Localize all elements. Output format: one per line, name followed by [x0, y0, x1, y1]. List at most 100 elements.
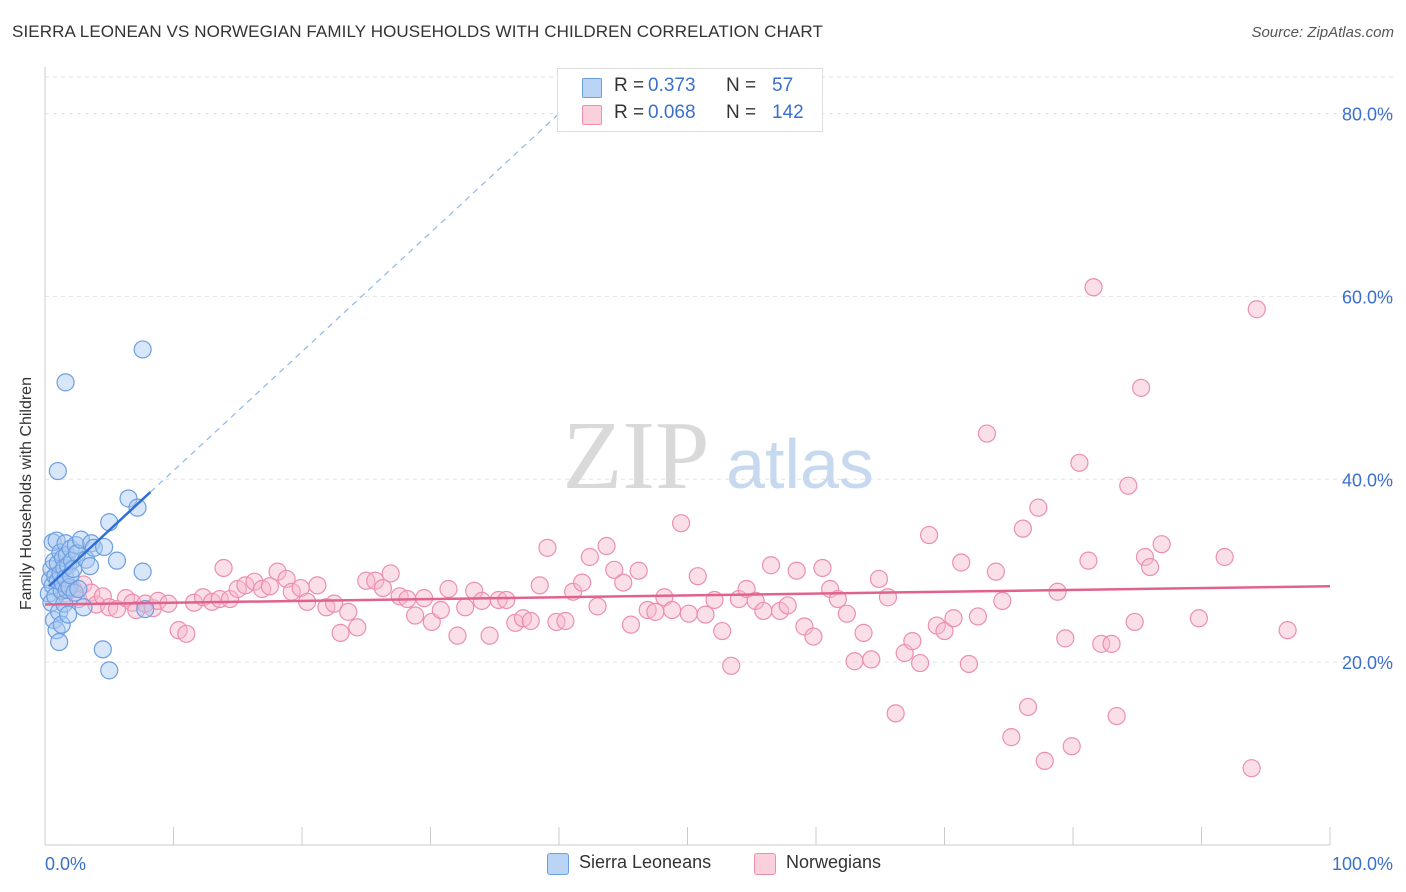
norwegian-point: [1135, 547, 1155, 567]
sierra-leonean-point: [74, 598, 93, 617]
norwegian-point: [761, 556, 781, 575]
legend-r-key: R =: [614, 75, 645, 96]
axes: [44, 67, 1331, 846]
sierra-leonean-point: [95, 537, 114, 557]
norwegian-point: [1029, 498, 1048, 517]
norwegian-point: [713, 621, 732, 641]
norwegian-point: [837, 604, 856, 623]
norwegian-point: [845, 652, 864, 671]
norwegian-point: [530, 576, 549, 595]
norwegian-point: [497, 590, 516, 610]
norwegian-point: [405, 606, 425, 625]
norwegian-point: [919, 525, 939, 545]
norwegian-point: [778, 596, 797, 615]
norwegian-point: [813, 558, 832, 578]
norwegian-point: [308, 576, 327, 595]
y-tick-label: 20.0%: [1342, 653, 1393, 673]
legend-swatch-pink: [754, 853, 776, 875]
norwegian-point: [605, 560, 624, 579]
legend-n-value: 142: [772, 102, 804, 123]
norwegian-point: [869, 569, 889, 589]
sierra-leonean-point: [59, 605, 78, 624]
norwegian-point: [910, 653, 930, 673]
norwegian-point: [679, 604, 698, 623]
norwegian-point: [787, 561, 806, 580]
sierra-leonean-point: [128, 498, 147, 517]
norwegian-point: [521, 611, 540, 631]
norwegian-point: [348, 618, 367, 637]
sierra-leoneans-trend-extension: [149, 113, 560, 493]
norwegian-point: [588, 597, 607, 616]
legend-n-key: N =: [726, 102, 757, 123]
norwegian-point: [1084, 278, 1103, 297]
norwegian-point: [448, 626, 467, 645]
legend-label: Norwegians: [786, 852, 882, 872]
norwegian-point: [944, 609, 963, 628]
sierra-leonean-point: [56, 373, 75, 392]
norwegian-point: [556, 611, 575, 631]
norwegian-point: [977, 424, 997, 443]
norwegian-point: [1062, 737, 1081, 756]
tick-labels: 20.0% 40.0% 60.0% 80.0% 0.0% 100.0%: [45, 105, 1393, 874]
norwegian-point: [1002, 728, 1021, 747]
sierra-leonean-point: [71, 530, 91, 549]
norwegian-point: [1132, 378, 1151, 397]
sierra-leonean-point: [47, 621, 66, 640]
sierra-leonean-point: [80, 557, 100, 576]
sierra-leonean-point: [93, 640, 112, 659]
norwegian-point: [804, 627, 823, 646]
sierra-leonean-point: [69, 579, 88, 599]
norwegian-point: [935, 621, 954, 641]
source-note: Source: ZipAtlas.com: [1251, 24, 1394, 41]
sierra-leonean-point: [48, 461, 67, 481]
norwegian-point: [439, 579, 458, 599]
norwegian-point: [472, 591, 491, 610]
norwegian-point: [795, 617, 814, 636]
norwegian-point: [1140, 557, 1160, 577]
norwegian-point: [331, 623, 350, 642]
norwegian-point: [968, 607, 988, 626]
norwegian-point: [381, 564, 400, 583]
norwegian-point: [614, 573, 633, 592]
norwegian-point: [629, 561, 648, 580]
norwegian-point: [489, 590, 508, 610]
norwegian-point: [177, 624, 196, 643]
sierra-leonean-point: [136, 600, 155, 619]
norwegian-point: [1215, 547, 1234, 567]
sierra-leonean-point: [50, 632, 69, 652]
norwegian-point: [1278, 621, 1297, 640]
norwegian-point: [1189, 609, 1209, 628]
chart-title: SIERRA LEONEAN VS NORWEGIAN FAMILY HOUSE…: [12, 22, 823, 41]
y-tick-label: 60.0%: [1342, 287, 1393, 307]
norwegian-point: [373, 578, 393, 598]
correlation-legend: R = 0.373 N = 57 R = 0.068 N = 142: [557, 68, 823, 132]
legend-swatch-pink: [582, 105, 602, 125]
sierra-leoneans-trend-line: [48, 491, 152, 588]
norwegians-trend-line: [44, 585, 1331, 606]
norwegian-point: [1048, 582, 1067, 601]
norwegian-point: [1079, 551, 1098, 570]
norwegian-point: [754, 601, 773, 621]
trend-lines: [44, 113, 1331, 606]
norwegian-point: [662, 600, 682, 620]
norwegian-point: [688, 567, 707, 586]
norwegian-point: [722, 656, 741, 675]
sierra-leonean-point: [100, 661, 119, 680]
norwegian-point: [1152, 535, 1171, 554]
norwegian-point: [1070, 453, 1089, 472]
norwegian-point: [1119, 476, 1138, 495]
watermark: ZIP atlas: [563, 402, 874, 510]
sierra-leonean-point: [52, 615, 71, 634]
x-tick-label-max: 100.0%: [1332, 854, 1393, 874]
y-tick-label: 80.0%: [1342, 105, 1393, 125]
norwegian-point: [696, 605, 715, 624]
norwegian-point: [886, 704, 905, 723]
norwegian-point: [538, 538, 557, 557]
legend-n-key: N =: [726, 75, 757, 96]
sierra-leonean-point: [133, 562, 152, 581]
norwegian-point: [854, 623, 873, 642]
norwegian-point: [646, 602, 665, 621]
norwegian-point: [431, 600, 450, 620]
norwegian-point: [580, 547, 599, 567]
